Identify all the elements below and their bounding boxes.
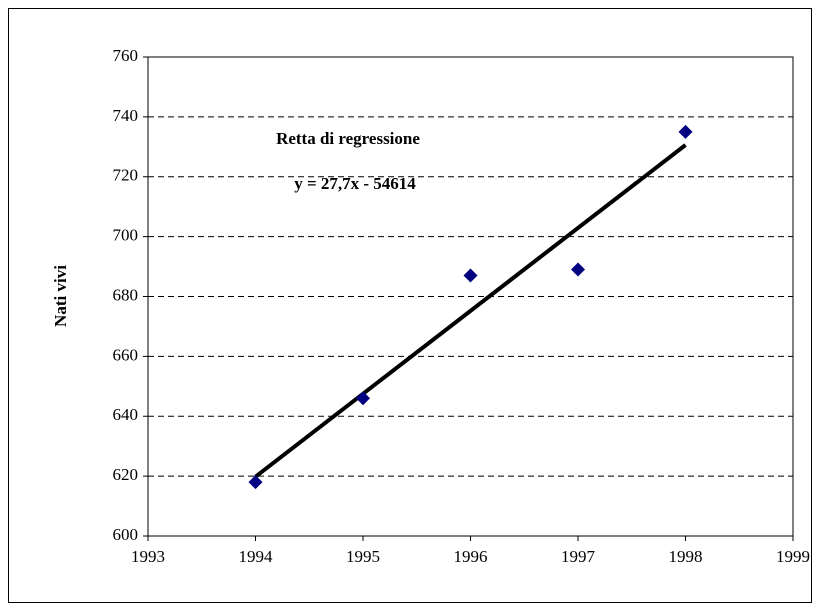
point [571,262,585,277]
y-tick-label: 680 [113,285,139,304]
point [463,268,478,283]
x-tick-label: 1997 [561,547,596,566]
y-tick-label: 740 [113,106,139,125]
y-axis-label: Nati vivi [51,265,70,327]
x-tick-label: 1993 [131,547,165,566]
y-tick-label: 660 [113,345,139,364]
annotation: Retta di regressione [276,129,420,148]
chart-frame [8,8,812,603]
annotation: y = 27,7x - 54614 [294,174,416,193]
y-tick-label: 700 [113,226,139,245]
plot-area [147,56,794,537]
x-tick-label: 1998 [669,547,703,566]
y-tick-label: 600 [113,525,139,544]
x-tick-label: 1995 [346,547,380,566]
y-tick-label: 640 [113,405,139,424]
point [248,475,263,490]
y-tick-label: 760 [113,46,139,65]
trendline [254,143,687,479]
point [678,124,693,139]
x-tick-label: 1996 [454,547,488,566]
y-tick-label: 620 [113,465,139,484]
y-tick-label: 720 [113,166,139,185]
point [356,391,370,406]
x-tick-label: 1994 [239,547,274,566]
x-tick-label: 1999 [776,547,810,566]
